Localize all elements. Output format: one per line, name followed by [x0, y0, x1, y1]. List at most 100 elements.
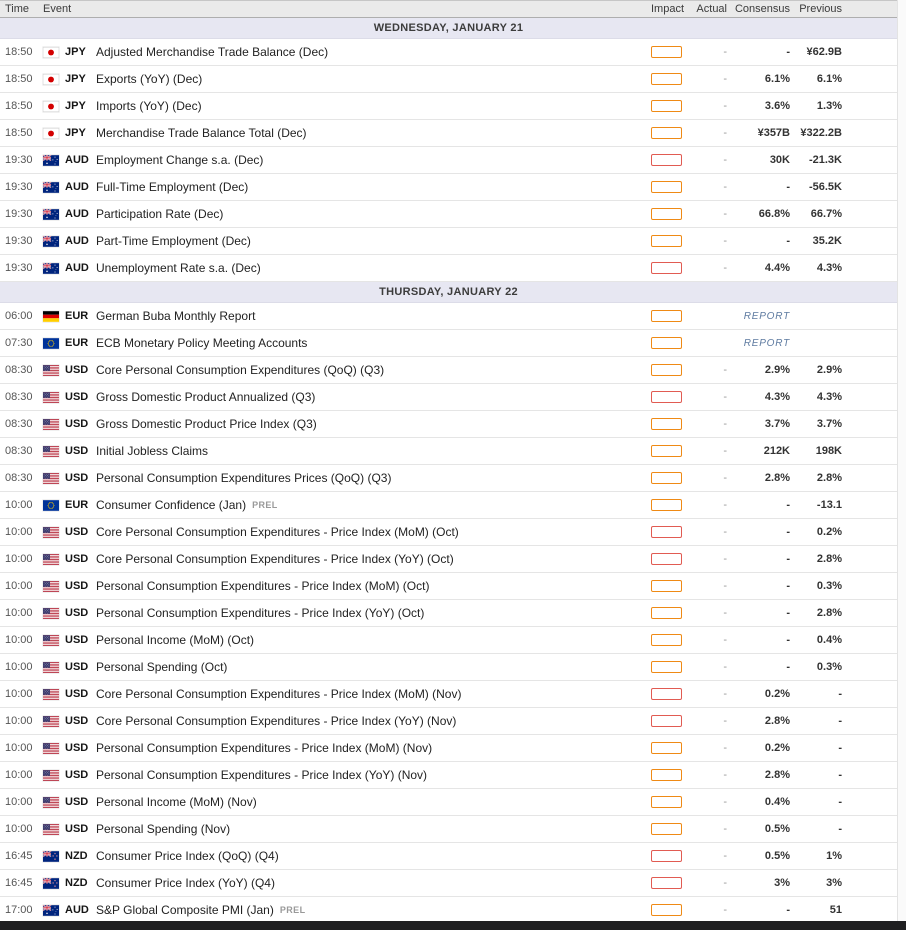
flag-au-icon [43, 262, 65, 274]
impact-medium-icon [651, 472, 682, 484]
impact-medium-icon [651, 181, 682, 193]
flag-jpy-icon [43, 73, 65, 85]
event-row[interactable]: 10:00 USD Core Personal Consumption Expe… [0, 708, 897, 735]
currency-code: USD [65, 607, 89, 619]
event-name: Gross Domestic Product Price Index (Q3) [96, 417, 317, 431]
currency-code: USD [65, 445, 89, 457]
event-row[interactable]: 10:00 USD Personal Income (MoM) (Oct) - … [0, 627, 897, 654]
currency-code: USD [65, 742, 89, 754]
event-row[interactable]: 08:30 USD Core Personal Consumption Expe… [0, 357, 897, 384]
event-row[interactable]: 17:00 AUD S&P Global Composite PMI (Jan)… [0, 897, 897, 924]
event-row[interactable]: 10:00 USD Personal Consumption Expenditu… [0, 762, 897, 789]
currency-code: EUR [65, 499, 89, 511]
impact-indicator [651, 235, 689, 247]
currency-code: AUD [65, 262, 89, 274]
consensus-value: - [786, 661, 790, 673]
event-name: Participation Rate (Dec) [96, 207, 224, 221]
event-row[interactable]: 19:30 AUD Employment Change s.a. (Dec) -… [0, 147, 897, 174]
date-label: THURSDAY, JANUARY 22 [379, 286, 518, 298]
actual-value: - [723, 607, 727, 619]
previous-value: -56.5K [808, 181, 842, 193]
event-row[interactable]: 10:00 USD Personal Spending (Nov) - 0.5%… [0, 816, 897, 843]
event-name: Personal Consumption Expenditures Prices… [96, 471, 392, 485]
flag-jpy-icon [43, 46, 65, 58]
prel-badge: PREL [252, 500, 278, 510]
consensus-value: 212K [763, 445, 790, 457]
col-header-actual: Actual [696, 3, 727, 15]
currency-code: USD [65, 391, 89, 403]
event-name: Personal Spending (Oct) [96, 660, 228, 674]
flag-us-icon [43, 526, 65, 538]
event-row[interactable]: 16:45 NZD Consumer Price Index (QoQ) (Q4… [0, 843, 897, 870]
actual-value: - [723, 580, 727, 592]
scrollbar[interactable] [897, 0, 906, 930]
date-label: WEDNESDAY, JANUARY 21 [373, 22, 524, 34]
impact-medium-icon [651, 445, 682, 457]
col-header-impact: Impact [651, 3, 685, 15]
impact-medium-icon [651, 46, 682, 58]
impact-indicator [651, 127, 689, 139]
flag-us-icon [43, 796, 65, 808]
event-row[interactable]: 10:00 USD Personal Income (MoM) (Nov) - … [0, 789, 897, 816]
currency-code: JPY [65, 46, 86, 58]
event-time: 10:00 [5, 661, 33, 673]
event-row[interactable]: 10:00 USD Core Personal Consumption Expe… [0, 681, 897, 708]
event-row[interactable]: 10:00 USD Personal Spending (Oct) - - 0.… [0, 654, 897, 681]
previous-value: - [838, 742, 842, 754]
event-row[interactable]: 10:00 USD Core Personal Consumption Expe… [0, 519, 897, 546]
impact-high-icon [651, 262, 682, 274]
event-row[interactable]: 08:30 USD Initial Jobless Claims - 212K … [0, 438, 897, 465]
event-name: Personal Consumption Expenditures - Pric… [96, 579, 430, 593]
event-row[interactable]: 10:00 EUR Consumer Confidence (Jan) PREL … [0, 492, 897, 519]
report-link[interactable]: REPORT [743, 310, 790, 322]
impact-indicator [651, 364, 689, 376]
event-time: 10:00 [5, 715, 33, 727]
previous-value: 4.3% [816, 262, 842, 274]
previous-value: - [838, 715, 842, 727]
flag-eu-icon [43, 337, 65, 349]
event-row[interactable]: 08:30 USD Gross Domestic Product Price I… [0, 411, 897, 438]
event-row[interactable]: 10:00 USD Personal Consumption Expenditu… [0, 735, 897, 762]
event-row[interactable]: 19:30 AUD Part-Time Employment (Dec) - -… [0, 228, 897, 255]
col-header-previous: Previous [799, 3, 842, 15]
event-row[interactable]: 10:00 USD Personal Consumption Expenditu… [0, 573, 897, 600]
event-row[interactable]: 06:00 EUR German Buba Monthly Report REP… [0, 303, 897, 330]
event-row[interactable]: 18:50 JPY Adjusted Merchandise Trade Bal… [0, 39, 897, 66]
date-section-header: THURSDAY, JANUARY 22 [0, 282, 897, 303]
event-row[interactable]: 10:00 USD Core Personal Consumption Expe… [0, 546, 897, 573]
table-header: Time Event Impact Actual Consensus Previ… [0, 0, 897, 18]
actual-value: - [723, 499, 727, 511]
event-row[interactable]: 19:30 AUD Participation Rate (Dec) - 66.… [0, 201, 897, 228]
event-row[interactable]: 16:45 NZD Consumer Price Index (YoY) (Q4… [0, 870, 897, 897]
event-row[interactable]: 08:30 USD Gross Domestic Product Annuali… [0, 384, 897, 411]
impact-high-icon [651, 715, 682, 727]
report-link[interactable]: REPORT [743, 337, 790, 349]
actual-value: - [723, 823, 727, 835]
impact-medium-icon [651, 607, 682, 619]
event-row[interactable]: 10:00 USD Personal Consumption Expenditu… [0, 600, 897, 627]
event-row[interactable]: 18:50 JPY Exports (YoY) (Dec) - 6.1% 6.1… [0, 66, 897, 93]
event-time: 16:45 [5, 877, 33, 889]
event-row[interactable]: 18:50 JPY Imports (YoY) (Dec) - 3.6% 1.3… [0, 93, 897, 120]
consensus-value: 4.3% [764, 391, 790, 403]
event-row[interactable]: 19:30 AUD Full-Time Employment (Dec) - -… [0, 174, 897, 201]
event-row[interactable]: 18:50 JPY Merchandise Trade Balance Tota… [0, 120, 897, 147]
previous-value: 0.4% [816, 634, 842, 646]
event-time: 10:00 [5, 607, 33, 619]
flag-us-icon [43, 823, 65, 835]
event-time: 08:30 [5, 364, 33, 376]
event-name: Unemployment Rate s.a. (Dec) [96, 261, 261, 275]
impact-indicator [651, 607, 689, 619]
previous-value: - [838, 769, 842, 781]
event-name: S&P Global Composite PMI (Jan) [96, 903, 274, 917]
consensus-value: ¥357B [757, 127, 790, 139]
event-name: Imports (YoY) (Dec) [96, 99, 202, 113]
event-row[interactable]: 07:30 EUR ECB Monetary Policy Meeting Ac… [0, 330, 897, 357]
event-row[interactable]: 19:30 AUD Unemployment Rate s.a. (Dec) -… [0, 255, 897, 282]
currency-code: USD [65, 715, 89, 727]
previous-value: - [838, 688, 842, 700]
flag-us-icon [43, 580, 65, 592]
actual-value: - [723, 715, 727, 727]
event-row[interactable]: 08:30 USD Personal Consumption Expenditu… [0, 465, 897, 492]
